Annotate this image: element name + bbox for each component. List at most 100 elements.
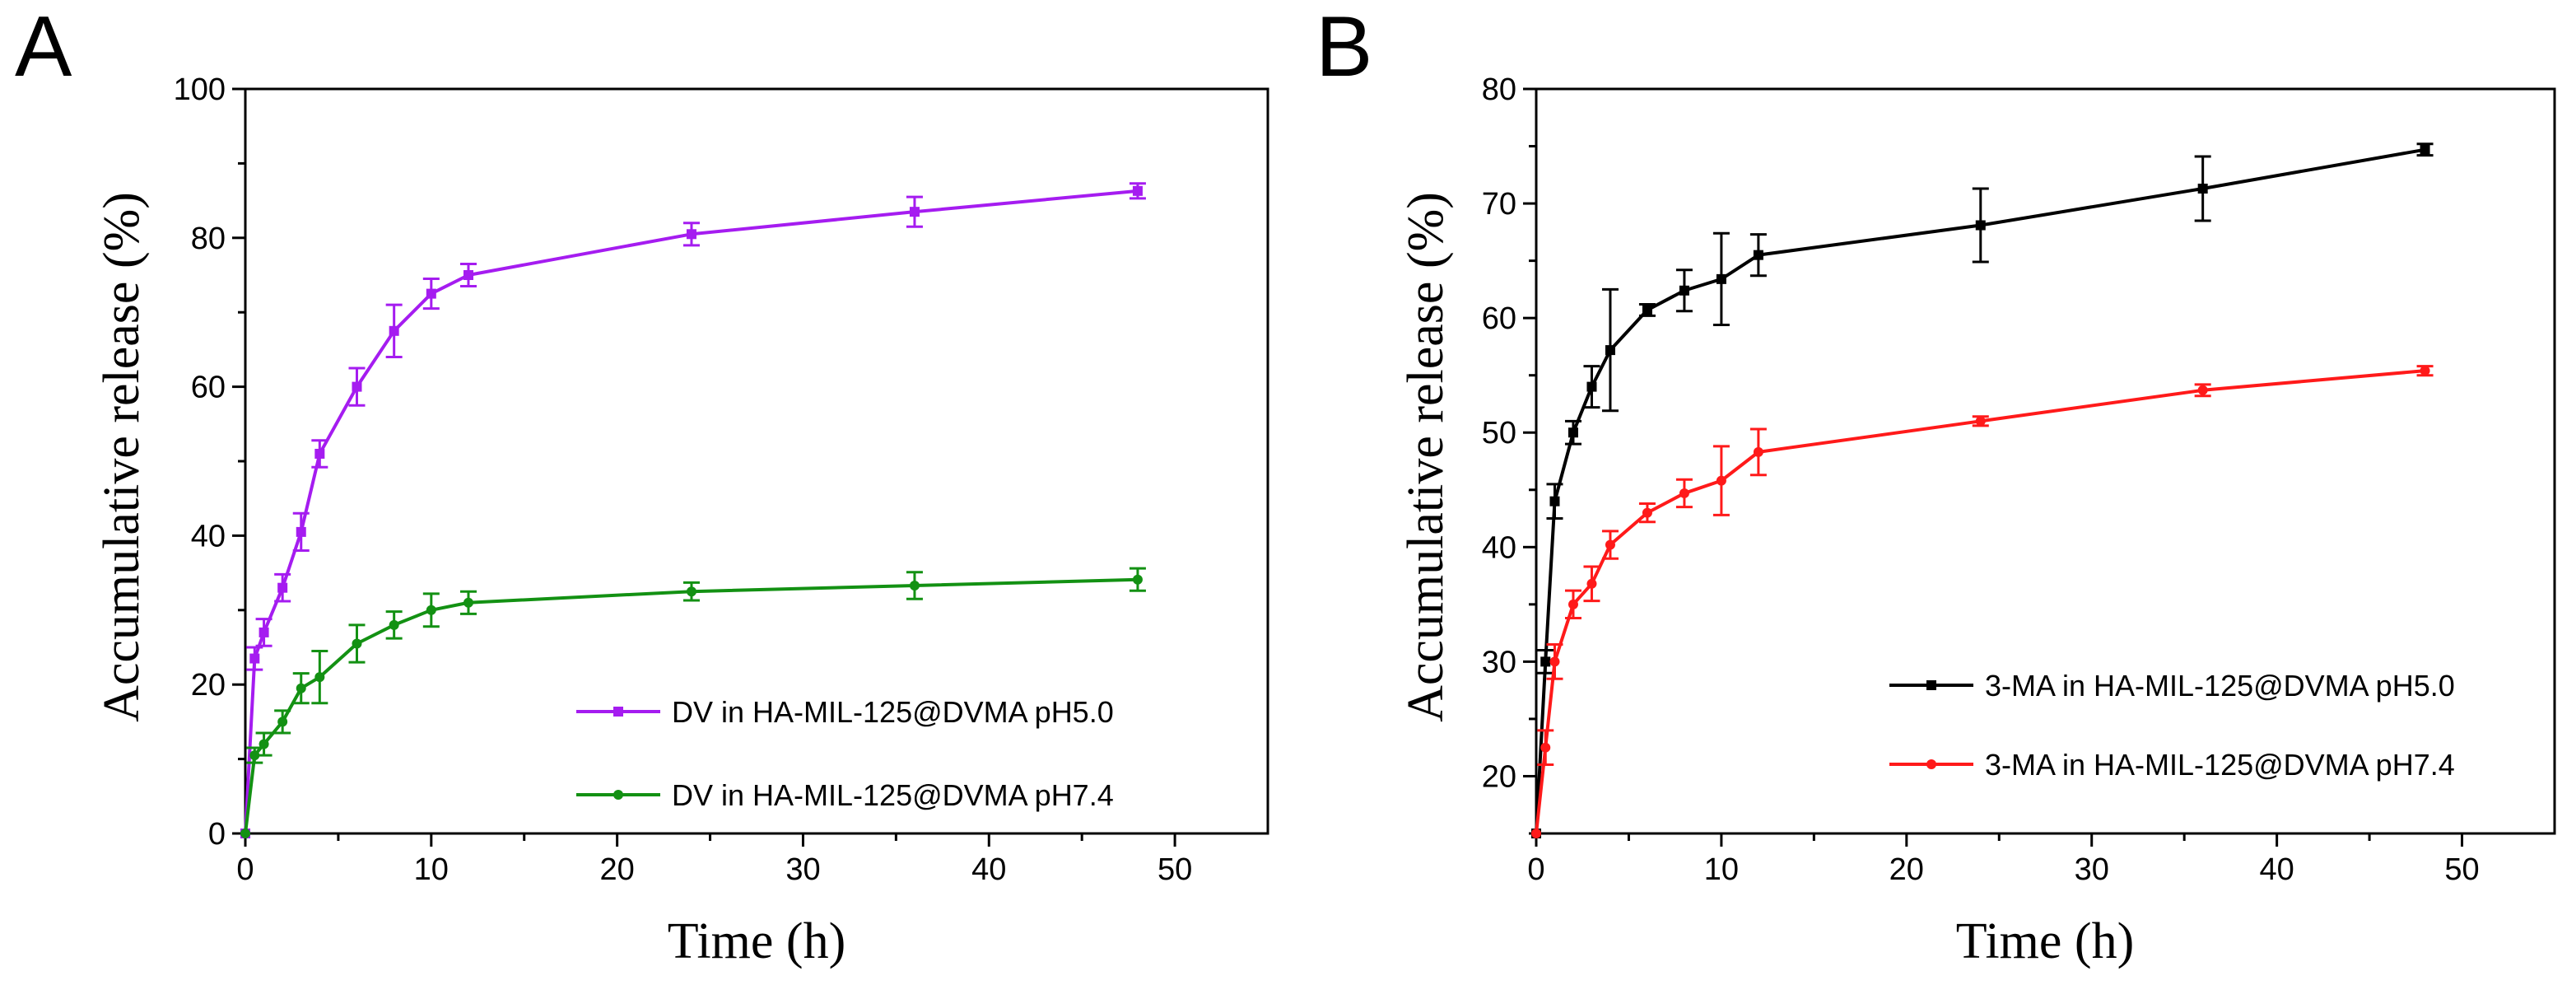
y-tick-label: 80 bbox=[1482, 72, 1516, 107]
data-point bbox=[2197, 183, 2208, 194]
x-axis-title: Time (h) bbox=[668, 913, 845, 969]
x-tick-label: 50 bbox=[2444, 852, 2479, 887]
data-point bbox=[1132, 185, 1143, 196]
data-point bbox=[1753, 446, 1763, 457]
data-point bbox=[1531, 829, 1541, 838]
data-point bbox=[1549, 656, 1560, 667]
data-point bbox=[1926, 759, 1936, 769]
y-tick-label: 30 bbox=[1482, 645, 1516, 679]
x-tick-label: 0 bbox=[236, 852, 254, 887]
data-point bbox=[686, 586, 696, 597]
data-point bbox=[1567, 427, 1578, 438]
y-tick-label: 40 bbox=[191, 519, 226, 553]
data-point bbox=[426, 605, 436, 615]
data-point bbox=[1567, 599, 1578, 609]
x-tick-label: 10 bbox=[414, 852, 449, 887]
data-point bbox=[1549, 496, 1560, 507]
x-tick-label: 40 bbox=[971, 852, 1006, 887]
data-point bbox=[2197, 385, 2208, 395]
x-tick-label: 10 bbox=[1704, 852, 1739, 887]
y-tick-label: 50 bbox=[1482, 416, 1516, 450]
y-tick-label: 60 bbox=[191, 371, 226, 405]
data-point bbox=[909, 580, 920, 591]
legend-entry: DV in HA-MIL-125@DVMA pH5.0 bbox=[576, 695, 1114, 729]
x-tick-label: 20 bbox=[1889, 852, 1924, 887]
data-point bbox=[1132, 574, 1143, 585]
data-point bbox=[352, 638, 362, 649]
y-axis-title: Accumulative release (%) bbox=[1398, 192, 1454, 722]
data-point bbox=[1975, 220, 1986, 231]
data-point bbox=[2420, 366, 2430, 376]
panel-letter: B bbox=[1316, 0, 1372, 95]
data-point bbox=[296, 683, 306, 693]
data-point bbox=[1540, 656, 1551, 667]
data-point bbox=[314, 448, 325, 459]
legend-entry: 3-MA in HA-MIL-125@DVMA pH7.4 bbox=[1889, 748, 2455, 782]
legend-entry: DV in HA-MIL-125@DVMA pH7.4 bbox=[576, 778, 1114, 812]
x-tick-label: 20 bbox=[599, 852, 634, 887]
y-tick-label: 20 bbox=[191, 668, 226, 703]
data-point bbox=[249, 750, 260, 761]
panel-letter: A bbox=[15, 0, 72, 95]
data-point bbox=[1605, 539, 1615, 550]
data-point bbox=[613, 707, 623, 717]
data-point bbox=[352, 381, 362, 392]
data-point bbox=[259, 739, 269, 749]
x-axis-title: Time (h) bbox=[1956, 913, 2134, 969]
data-point bbox=[463, 597, 473, 608]
y-tick-label: 70 bbox=[1482, 187, 1516, 222]
panel-b: B Accumulative release (%) Time (h) 0 10 2… bbox=[1316, 0, 2556, 969]
x-tick-label: 40 bbox=[2259, 852, 2294, 887]
legend-label: 3-MA in HA-MIL-125@DVMA pH5.0 bbox=[1985, 669, 2455, 703]
series-2 bbox=[240, 567, 1146, 838]
data-point bbox=[1753, 250, 1763, 260]
series-1 bbox=[240, 182, 1146, 838]
x-tick-label: 30 bbox=[2075, 852, 2109, 887]
y-tick-label: 40 bbox=[1482, 530, 1516, 565]
data-point bbox=[240, 829, 250, 838]
data-point bbox=[1679, 285, 1689, 296]
x-tick-label: 0 bbox=[1527, 852, 1544, 887]
data-point bbox=[1540, 742, 1551, 753]
data-point bbox=[1586, 578, 1597, 589]
data-point bbox=[1605, 345, 1615, 356]
y-tick-label: 100 bbox=[174, 72, 226, 107]
legend-label: DV in HA-MIL-125@DVMA pH7.4 bbox=[672, 778, 1114, 812]
plot-area: 0 10 20 30 40 50 0 20 40 60 80 100 DV in HA-MIL-125@… bbox=[174, 72, 1269, 887]
y-axis-title: Accumulative release (%) bbox=[94, 192, 150, 722]
series-line bbox=[244, 189, 1139, 834]
panel-a: A Accumulative release (%) Time (h) 0 10 2… bbox=[15, 0, 1269, 969]
data-point bbox=[1975, 416, 1986, 427]
data-point bbox=[1716, 475, 1726, 486]
data-point bbox=[249, 653, 260, 664]
data-point bbox=[259, 627, 269, 637]
plot-area: 0 10 20 30 40 50 20 30 40 50 60 70 80 3-MA in HA-MIL-… bbox=[1482, 72, 2556, 887]
data-point bbox=[1642, 305, 1652, 315]
data-point bbox=[1642, 507, 1652, 518]
y-tick-label: 20 bbox=[1482, 759, 1516, 794]
data-point bbox=[1586, 381, 1597, 392]
data-point bbox=[296, 526, 306, 537]
y-tick-label: 80 bbox=[191, 222, 226, 256]
data-point bbox=[1679, 488, 1689, 498]
data-point bbox=[277, 582, 288, 593]
legend-label: 3-MA in HA-MIL-125@DVMA pH7.4 bbox=[1985, 748, 2455, 782]
x-tick-label: 30 bbox=[785, 852, 820, 887]
legend-entry: 3-MA in HA-MIL-125@DVMA pH5.0 bbox=[1889, 669, 2455, 703]
data-point bbox=[909, 207, 920, 217]
y-tick-label: 60 bbox=[1482, 301, 1516, 336]
legend-label: DV in HA-MIL-125@DVMA pH5.0 bbox=[672, 695, 1114, 729]
data-point bbox=[463, 270, 473, 280]
data-point bbox=[314, 672, 325, 683]
data-point bbox=[2420, 144, 2430, 155]
axes-frame bbox=[1535, 87, 2556, 835]
y-tick-label: 0 bbox=[208, 817, 226, 852]
series-1 bbox=[1531, 142, 2434, 838]
data-point bbox=[277, 717, 288, 727]
data-point bbox=[613, 790, 623, 800]
series-2 bbox=[1531, 365, 2434, 838]
data-point bbox=[1716, 273, 1726, 284]
data-point bbox=[1926, 680, 1936, 690]
x-tick-label: 50 bbox=[1158, 852, 1192, 887]
